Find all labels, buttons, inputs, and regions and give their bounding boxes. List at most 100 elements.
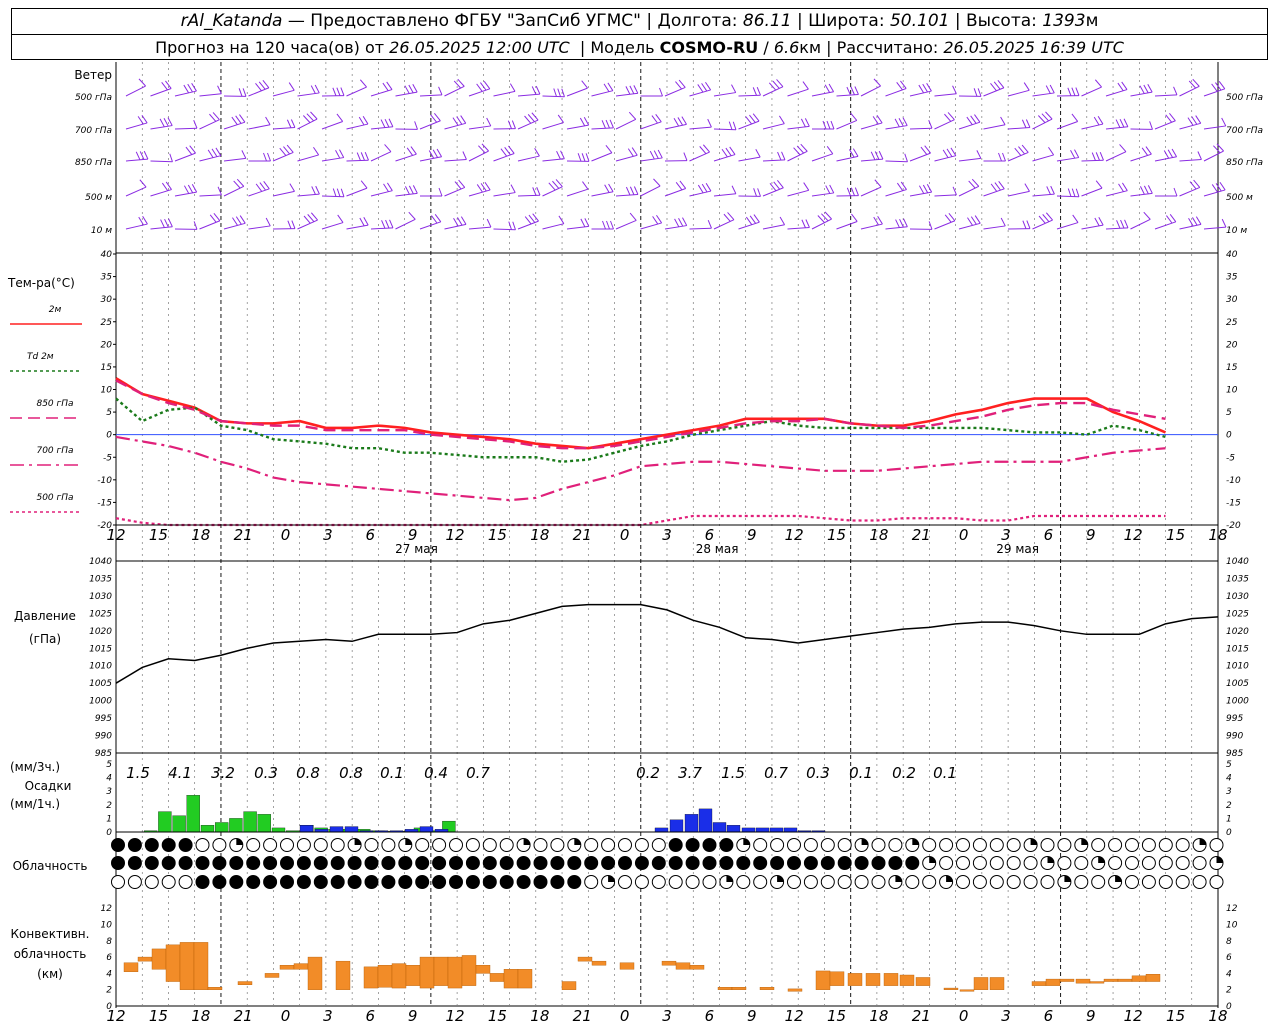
conv-bar	[661, 960, 677, 966]
wind-barb-flag	[509, 83, 516, 92]
wind-barb-flag	[918, 185, 925, 194]
day-label: 29 мая	[996, 542, 1039, 556]
wind-barb-flag	[383, 183, 389, 192]
wind-barb-shaft	[762, 224, 785, 230]
wind-barb-flag	[773, 181, 781, 190]
conv-bar	[759, 987, 775, 990]
wind-barb-flag	[217, 186, 222, 196]
calc-label: Рассчитано:	[836, 38, 939, 57]
wind-barb-flag	[1139, 85, 1145, 94]
cloud-circle	[178, 838, 193, 852]
wind-barb-flag	[872, 116, 879, 125]
wind-barb-flag	[800, 143, 808, 152]
wind-barb-shaft	[615, 219, 637, 230]
bottom-hour-label: 12	[446, 1007, 465, 1024]
hour-label: 12	[106, 526, 125, 544]
cloud-circle	[482, 838, 497, 852]
wind-barb-shaft	[591, 191, 614, 197]
wind-barb-shaft	[566, 225, 589, 230]
wind-barb-flag	[659, 87, 663, 97]
bottom-hour-label: 18	[869, 1007, 888, 1024]
wind-barb-flag	[452, 117, 459, 126]
hour-label: 6	[1044, 526, 1054, 544]
wind-barb-flag	[697, 84, 704, 93]
cloud-circle	[584, 838, 599, 852]
wind-barb-flag	[504, 147, 511, 156]
wind-barb-shaft	[787, 226, 810, 230]
wind-barb-shaft	[591, 90, 613, 97]
snow-bar	[712, 822, 727, 833]
wind-barb-flag	[824, 211, 832, 220]
snow-bar	[769, 827, 784, 833]
wind-barb-shaft	[983, 225, 1006, 230]
wind-barb-shaft	[591, 152, 613, 162]
wind-barb-flag	[336, 113, 344, 122]
alt-label: Высота:	[966, 11, 1037, 31]
wind-barb-flag	[990, 83, 997, 92]
bottom-hour-label: 9	[408, 1007, 418, 1024]
wind-barb-flag	[404, 85, 410, 94]
wind-barb-flag	[388, 118, 394, 127]
wind-barb-flag	[1072, 214, 1079, 223]
wind-barb-flag	[1188, 218, 1194, 227]
cloud-circle	[1192, 875, 1207, 889]
wind-barb-shaft	[370, 190, 393, 197]
wind-barb-shaft	[1032, 193, 1055, 197]
wind-barb-shaft	[860, 223, 883, 230]
wind-barb-shaft	[640, 157, 663, 162]
cloud-circle	[127, 875, 142, 889]
conv-bar	[193, 942, 209, 990]
wind-barb-shaft	[836, 155, 859, 162]
wind-barb-flag	[673, 118, 680, 127]
wind-barb-shaft	[1105, 227, 1128, 230]
wind-barb-shaft	[419, 120, 441, 130]
wind-barb-flag	[1192, 217, 1198, 226]
wind-barb-flag	[678, 218, 684, 227]
wind-barb-flag	[1018, 146, 1025, 155]
cloud-circle	[803, 875, 818, 889]
wind-barb-shaft	[1081, 123, 1104, 130]
wind-barb-flag	[137, 116, 144, 125]
wind-barb-shaft	[615, 118, 636, 130]
wind-barb-flag	[772, 80, 780, 89]
wind-barb-shaft	[787, 189, 809, 197]
wind-barb-flag	[1045, 111, 1053, 120]
hour-label: 21	[234, 526, 253, 544]
cloud-circle	[1091, 838, 1106, 852]
wind-barb-shaft	[787, 150, 808, 162]
station-name: rAl_Katanda	[180, 11, 283, 31]
wind-level-label-right: 10 м	[1226, 226, 1247, 236]
wind-barb-shaft	[885, 88, 907, 97]
conv-tick-left: 2	[106, 986, 112, 996]
cloud-circle	[533, 838, 548, 852]
wind-barb-shaft	[566, 87, 588, 97]
wind-barb-shaft	[885, 125, 908, 130]
wind-barb-flag	[903, 218, 908, 227]
wind-barb-flag	[675, 81, 682, 90]
cloud-circle	[1125, 875, 1139, 889]
cloud-circle	[601, 856, 616, 870]
wind-barb-shaft	[762, 159, 785, 162]
rain-bar	[215, 822, 229, 833]
cloud-circle	[685, 838, 700, 852]
wind-barb-shaft	[1130, 192, 1153, 197]
wind-barb-flag	[629, 186, 635, 195]
cloud-circle	[144, 856, 159, 870]
wind-barb-shaft	[983, 87, 1005, 97]
cloud-circle	[330, 838, 345, 852]
wind-barb-flag	[462, 151, 467, 160]
wind-barb-flag	[727, 212, 735, 221]
conv-bar	[717, 987, 733, 990]
cloud-circle	[111, 856, 125, 870]
wind-barb-flag	[1094, 79, 1102, 88]
wind-barb-shaft	[958, 185, 979, 197]
wind-barb-flag	[870, 151, 876, 160]
cloud-circle	[415, 838, 430, 852]
wind-barb-flag	[728, 121, 733, 130]
wind-barb-shaft	[640, 185, 661, 197]
wind-barb-flag	[536, 187, 541, 196]
wind-barb-flag	[185, 146, 193, 155]
cloud-circle	[161, 838, 176, 852]
wind-barb-flag	[649, 150, 655, 160]
wind-barb-shaft	[419, 221, 441, 230]
